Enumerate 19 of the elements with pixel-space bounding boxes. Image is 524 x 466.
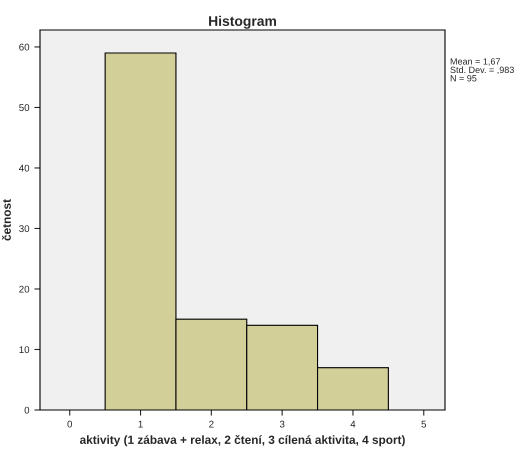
text: Std. Dev. = ,983: [450, 66, 514, 74]
x-axis-title: aktivity (1 zábava + relax, 2 čtení, 3 cílená aktivita, 4 sport): [80, 435, 405, 446]
y-tick-label: 60: [19, 44, 30, 51]
y-tick-label: 20: [19, 286, 30, 293]
y-tick-label: 50: [19, 104, 30, 112]
x-tick-label: 5: [421, 420, 426, 428]
y-tick-label: 40: [18, 164, 30, 172]
x-tick-label: 0: [67, 420, 72, 428]
x-tick-label: 3: [280, 420, 284, 428]
y-tick-label: 0: [24, 406, 30, 414]
x-tick-label: 2: [209, 420, 214, 428]
y-axis-title: četnost: [2, 199, 11, 241]
text: N = 95: [450, 75, 476, 82]
y-tick-label: 10: [20, 346, 30, 354]
y-tick-label: 30: [19, 225, 30, 232]
x-tick-label: 4: [350, 420, 356, 428]
chart-title: Histogram: [209, 16, 276, 29]
text: Mean = 1,67: [450, 58, 500, 66]
x-tick-label: 1: [138, 420, 143, 428]
